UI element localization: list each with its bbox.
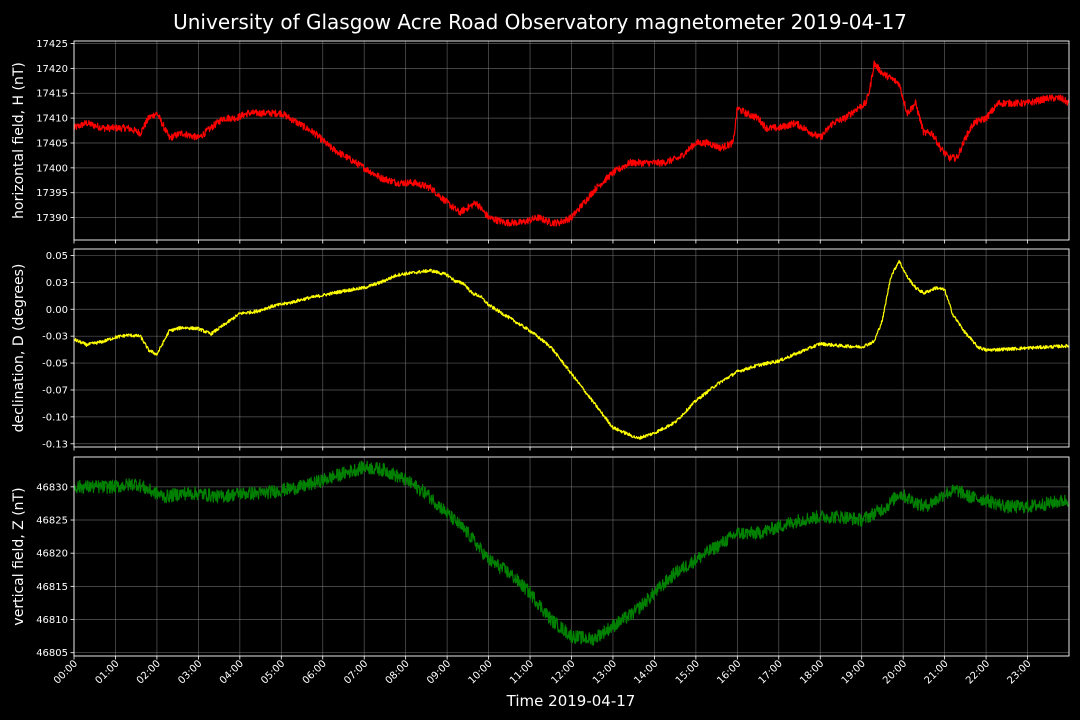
x-tick-label: 02:00: [135, 658, 163, 686]
x-tick-label: 18:00: [798, 658, 826, 686]
x-tick-label: 15:00: [674, 658, 702, 686]
y-axis-label: vertical field, Z (nT): [11, 487, 27, 625]
chart-title: University of Glasgow Acre Road Observat…: [173, 10, 907, 34]
x-tick-label: 23:00: [1006, 658, 1034, 686]
series-line: [73, 60, 1070, 227]
y-tick-label: 17415: [36, 89, 68, 100]
y-tick-label: 46830: [36, 482, 68, 493]
x-tick-label: 14:00: [632, 658, 660, 686]
panels: 17390 17395 17400 17405 17410 17415 17420 17425…: [11, 39, 1070, 660]
y-tick-label: 46810: [36, 615, 68, 626]
x-tick-label: 16:00: [715, 658, 743, 686]
y-tick-label: 0.05: [46, 251, 68, 262]
x-tick-label: 08:00: [384, 658, 412, 686]
x-tick-label: 11:00: [508, 658, 536, 686]
panel-3: 46805 46810 46815 46820 46825 46830 vertical f…: [11, 456, 1070, 660]
y-tick-label: 17420: [36, 64, 68, 75]
y-tick-label: 46815: [36, 582, 68, 593]
x-tick-label: 13:00: [591, 658, 619, 686]
x-tick-label: 04:00: [218, 658, 246, 686]
y-tick-label: -0.13: [42, 439, 68, 450]
y-tick-label: 46805: [36, 648, 68, 659]
y-tick-label: 0.03: [46, 278, 68, 289]
x-tick-label: 00:00: [52, 658, 80, 686]
x-tick-label: 12:00: [549, 658, 577, 686]
y-tick-label: 46820: [36, 549, 68, 560]
x-tick-label: 01:00: [93, 658, 121, 686]
y-axis-label: declination, D (degrees): [11, 264, 27, 433]
series-line: [73, 460, 1070, 646]
x-tick-label: 20:00: [881, 658, 909, 686]
x-tick-label: 06:00: [301, 658, 329, 686]
y-tick-label: 17425: [36, 39, 68, 50]
x-tick-label: 05:00: [259, 658, 287, 686]
y-tick-label: 17400: [36, 163, 68, 174]
x-tick-label: 19:00: [840, 658, 868, 686]
x-tick-label: 22:00: [964, 658, 992, 686]
y-tick-label: -0.05: [42, 359, 68, 370]
y-tick-label: 17405: [36, 138, 68, 149]
x-axis-label: Time 2019-04-17: [506, 692, 636, 710]
y-tick-label: 0.00: [46, 305, 68, 316]
x-tick-label: 07:00: [342, 658, 370, 686]
x-tick-label: 10:00: [467, 658, 495, 686]
x-tick-label: 03:00: [176, 658, 204, 686]
y-tick-label: -0.07: [42, 385, 68, 396]
y-tick-label: 46825: [36, 516, 68, 527]
y-tick-label: -0.10: [42, 412, 68, 423]
x-tick-label: 17:00: [757, 658, 785, 686]
x-tick-label: 09:00: [425, 658, 453, 686]
y-tick-label: 17410: [36, 114, 68, 125]
x-tick-label: 21:00: [923, 658, 951, 686]
panel-1: 17390 17395 17400 17405 17410 17415 17420 17425…: [11, 39, 1070, 244]
x-axis-ticks: 00:00 01:00 02:00 03:00 04:00 05:00 06:00 07:00…: [52, 658, 1034, 686]
y-tick-label: -0.03: [42, 332, 68, 343]
y-tick-label: 17390: [36, 213, 68, 224]
series-line: [73, 259, 1070, 440]
panel-2: -0.13 -0.10 -0.07 -0.05 -0.03 0.00 0.03 0.05 dec…: [11, 248, 1070, 451]
y-tick-label: 17395: [36, 188, 68, 199]
y-axis-label: horizontal field, H (nT): [11, 62, 27, 219]
